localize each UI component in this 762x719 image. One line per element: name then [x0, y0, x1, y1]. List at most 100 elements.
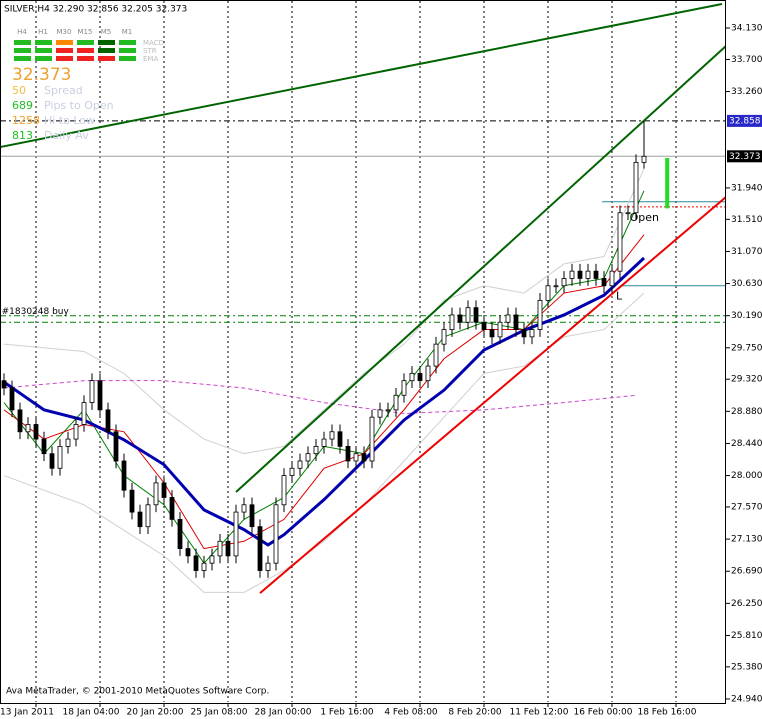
signal-cell: [56, 40, 73, 45]
candle-body: [41, 438, 47, 455]
indicator-line: [259, 196, 725, 594]
candle-body: [17, 409, 23, 433]
candle-body: [465, 307, 471, 323]
stat-value: 50: [12, 84, 26, 97]
candle-body: [505, 314, 511, 323]
candle-body: [633, 161, 639, 214]
stat-label: Daily Av: [44, 129, 89, 142]
x-tick-label: 25 Jan 08:00: [191, 708, 248, 718]
candle-body: [433, 343, 439, 367]
x-tick-label: 16 Feb 00:00: [573, 708, 632, 718]
y-tick-label: 25.810: [731, 631, 762, 641]
candle-body: [385, 409, 391, 412]
candle-body: [9, 387, 15, 411]
candle-body: [89, 380, 95, 403]
signal-cell: [98, 40, 115, 45]
y-tick-label: 29.320: [731, 375, 762, 385]
candle-body: [201, 562, 207, 571]
x-tick-label: 11 Feb 12:00: [509, 708, 568, 718]
candle-body: [545, 285, 551, 301]
indicator-line: [3, 168, 645, 455]
y-tick-label: 26.250: [731, 599, 762, 609]
candle-body: [297, 460, 303, 469]
price-label: 32.858: [729, 116, 761, 126]
candle-body: [129, 489, 135, 513]
candle-body: [585, 270, 591, 279]
candle-body: [537, 299, 543, 330]
candle-body: [97, 380, 103, 411]
candle-body: [393, 394, 399, 411]
signal-cell: [14, 40, 31, 45]
stat-value: 813: [12, 129, 33, 142]
y-tick-label: 26.690: [731, 567, 762, 577]
candle-body: [281, 475, 287, 506]
stat-value: 1258: [12, 114, 40, 127]
indicator-label: STR: [143, 47, 157, 55]
panel-price: 32.373: [12, 65, 71, 85]
price-label-box: [727, 114, 762, 127]
signal-cell: [77, 56, 94, 61]
y-tick-label: 28.440: [731, 439, 762, 449]
candle-body: [49, 453, 55, 469]
candle-body: [241, 504, 247, 513]
candle-body: [289, 467, 295, 476]
signal-cell: [35, 48, 52, 53]
candle-body: [361, 453, 367, 462]
y-tick-label: 27.570: [731, 502, 762, 512]
y-tick-label: 33.700: [731, 55, 762, 65]
y-tick-label: 27.130: [731, 535, 762, 545]
y-tick-label: 25.380: [731, 662, 762, 672]
y-tick-label: 28.000: [731, 471, 762, 481]
candle-body: [145, 504, 151, 528]
candle-body: [569, 270, 575, 279]
indicator-line: [3, 380, 637, 415]
candle-body: [561, 278, 567, 287]
annotation: #1830248 buy: [2, 307, 70, 317]
x-tick-label: 20 Jan 20:00: [127, 708, 184, 718]
signal-cell: [14, 56, 31, 61]
candle-body: [65, 438, 71, 447]
y-tick-label: 33.260: [731, 87, 762, 97]
candle-body: [153, 482, 159, 506]
x-tick-label: 18 Jan 04:00: [63, 708, 120, 718]
candle-body: [337, 431, 343, 447]
candle-body: [601, 278, 607, 287]
signal-cell: [119, 56, 136, 61]
candle-body: [217, 540, 223, 557]
candle-body: [329, 431, 335, 440]
price-label: 32.373: [729, 152, 761, 162]
indicator-label: MACD: [143, 39, 164, 47]
x-tick-label: 18 Feb 16:00: [637, 708, 696, 718]
candle-body: [185, 548, 191, 557]
candle-body: [641, 155, 647, 163]
candle-body: [177, 518, 183, 549]
candle-body: [105, 409, 111, 433]
stat-label: Pips to Open: [44, 99, 114, 112]
candle-body: [441, 329, 447, 345]
x-tick-label: 4 Feb 08:00: [384, 708, 438, 718]
candle-body: [193, 555, 199, 571]
candle-body: [529, 329, 535, 338]
signal-cell: [56, 56, 73, 61]
candle-body: [305, 453, 311, 462]
y-tick-label: 31.070: [731, 247, 762, 257]
signal-cell: [119, 48, 136, 53]
y-tick-label: 24.940: [731, 694, 762, 704]
x-tick-label: 8 Feb 20:00: [448, 708, 502, 718]
indicator-line: [235, 45, 725, 493]
y-tick-label: 34.130: [731, 24, 762, 34]
candle-body: [481, 321, 487, 330]
candle-body: [25, 424, 31, 433]
candle-body: [209, 555, 215, 564]
candle-body: [257, 526, 263, 571]
signal-cell: [77, 48, 94, 53]
candle-body: [369, 416, 375, 462]
timeframe-label: M5: [101, 28, 112, 36]
candle-body: [73, 424, 79, 440]
candle-body: [497, 321, 503, 338]
candle-body: [457, 314, 463, 323]
candle-body: [169, 497, 175, 520]
indicator-line: [3, 234, 645, 550]
